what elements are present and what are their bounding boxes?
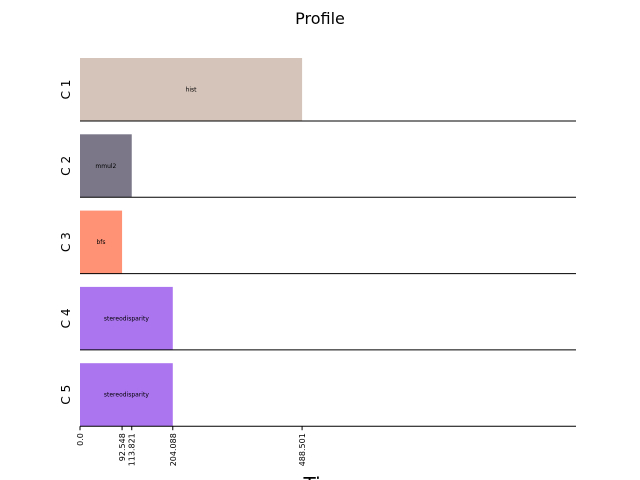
- task-bar: [80, 286, 173, 350]
- y-tick-label: C 4: [59, 308, 73, 328]
- x-axis-label: Time: [303, 473, 353, 480]
- task-label: stereodisparity: [104, 392, 149, 399]
- y-tick-label: C 5: [59, 385, 73, 405]
- task-label: mmul2: [95, 163, 116, 170]
- task-bar: [80, 363, 173, 427]
- x-tick-label: 0.0: [76, 433, 85, 446]
- y-tick-label: C 1: [59, 80, 73, 100]
- task-label: stereodisparity: [104, 315, 149, 322]
- task-bar: [80, 134, 132, 198]
- y-tick-label: C 2: [59, 156, 73, 176]
- task-label: hist: [186, 87, 198, 94]
- task-bar: [80, 210, 123, 274]
- task-bar: [80, 58, 303, 121]
- task-label: bfs: [97, 239, 106, 246]
- x-tick-label: 113.821: [128, 433, 137, 466]
- chart-title: Profile: [295, 9, 345, 28]
- y-tick-label: C 3: [59, 232, 73, 252]
- x-tick-label: 92.548: [118, 433, 127, 461]
- x-tick-label: 204.088: [169, 433, 178, 466]
- x-tick-label: 488.501: [298, 433, 307, 466]
